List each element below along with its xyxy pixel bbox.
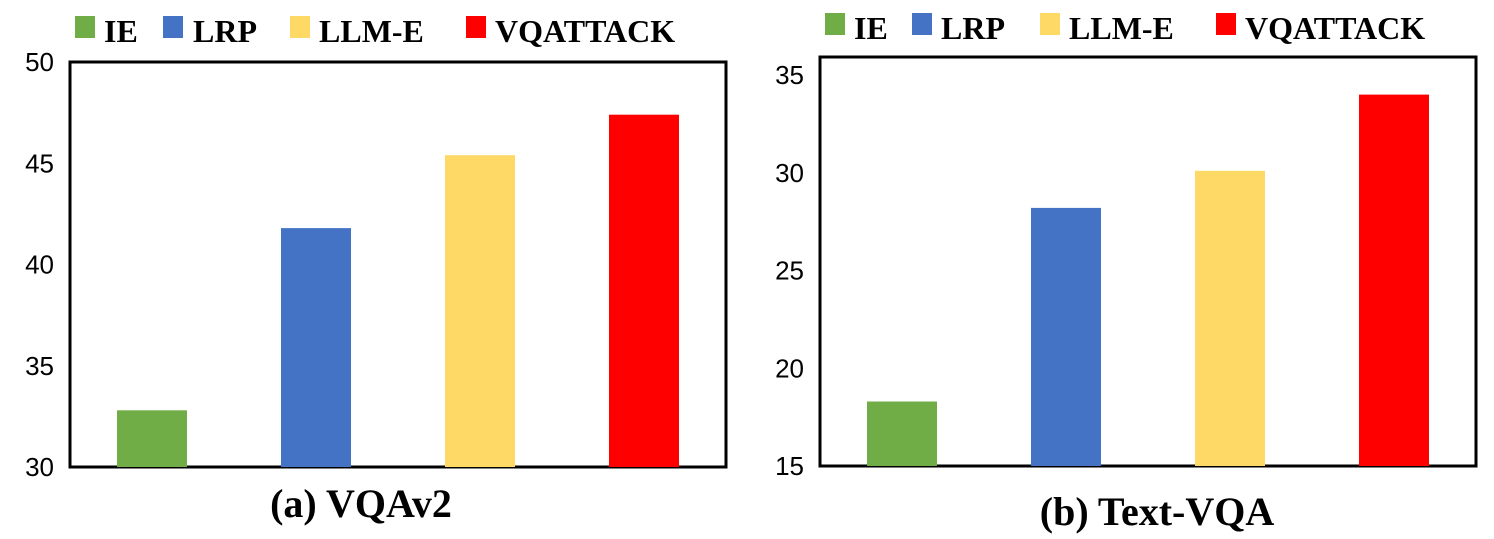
- bar-a-vqattack: [609, 114, 679, 467]
- y-tick-label-b: 30: [775, 158, 804, 188]
- bar-a-lrp: [281, 228, 351, 467]
- legend-swatch-lrp: [912, 13, 932, 35]
- y-tick-label-a: 50: [25, 47, 54, 77]
- bar-b-vqattack: [1359, 94, 1429, 466]
- legend-swatch-ie: [75, 16, 95, 38]
- legend-swatch-vqattack: [1216, 13, 1236, 35]
- plot-frame-a: [68, 60, 728, 469]
- y-tick-label-b: 25: [775, 256, 804, 286]
- y-tick-label-a: 40: [25, 250, 54, 280]
- bar-b-llm-e: [1195, 170, 1265, 467]
- y-tick-label-a: 45: [25, 148, 54, 178]
- legend-swatch-vqattack: [466, 16, 486, 38]
- bar-b-lrp: [1031, 207, 1101, 466]
- bar-b-ie: [867, 401, 937, 466]
- legend-swatch-llm-e: [290, 16, 310, 38]
- legend-a: IE LRP LLM-E VQATTACK: [75, 13, 675, 49]
- chart-a-marks: 30 35 40 45 50: [25, 47, 679, 482]
- legend-swatch-lrp: [163, 16, 183, 38]
- bar-a-llm-e: [445, 155, 515, 467]
- legend-label-llm-e: LLM-E: [1069, 10, 1174, 46]
- caption-a: (a) VQAv2: [270, 481, 452, 526]
- bar-a-ie: [117, 410, 187, 467]
- legend-swatch-llm-e: [1040, 13, 1060, 35]
- legend-label-ie: IE: [104, 13, 138, 49]
- legend-label-lrp: LRP: [941, 10, 1005, 46]
- legend-b: IE LRP LLM-E VQATTACK: [825, 10, 1425, 46]
- y-tick-label-b: 20: [775, 353, 804, 383]
- chart-b-marks: 15 20 25 30 35: [775, 60, 1429, 481]
- plot-frame-b: [818, 55, 1478, 468]
- legend-label-llm-e: LLM-E: [319, 13, 424, 49]
- legend-label-ie: IE: [854, 10, 888, 46]
- legend-swatch-ie: [825, 13, 845, 35]
- legend-label-vqattack: VQATTACK: [1245, 10, 1425, 46]
- y-tick-label-a: 30: [25, 452, 54, 482]
- y-tick-label-b: 35: [775, 60, 804, 90]
- y-tick-label-b: 15: [775, 451, 804, 481]
- y-tick-label-a: 35: [25, 351, 54, 381]
- legend-label-lrp: LRP: [193, 13, 257, 49]
- caption-b: (b) Text-VQA: [1040, 489, 1275, 534]
- legend-label-vqattack: VQATTACK: [495, 13, 675, 49]
